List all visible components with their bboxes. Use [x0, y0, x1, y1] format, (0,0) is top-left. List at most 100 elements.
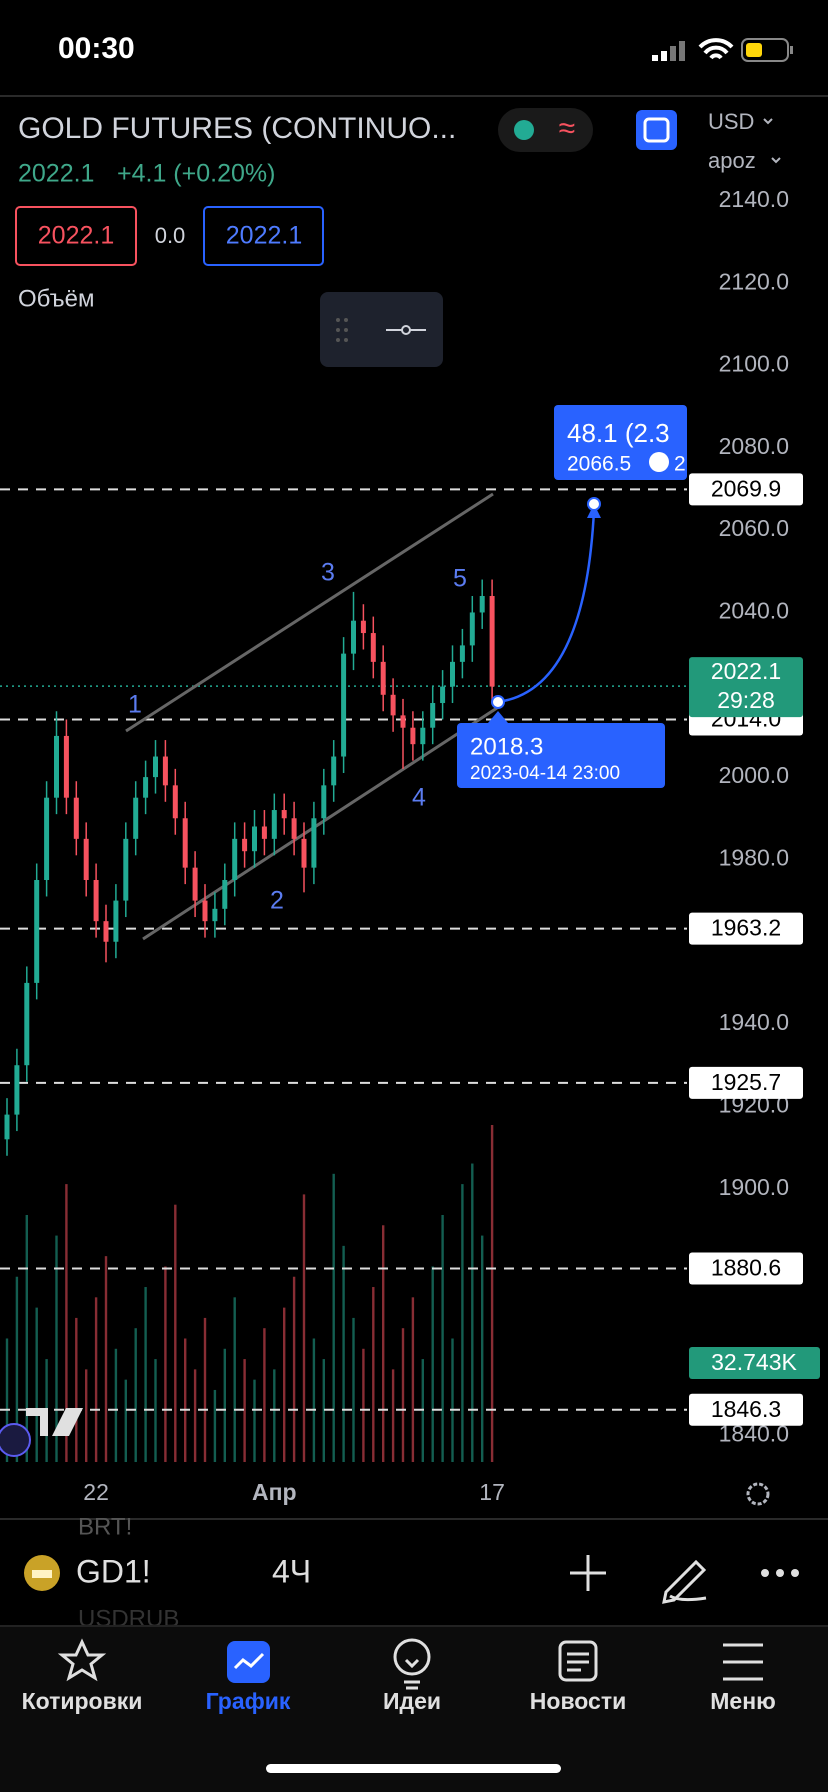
candle-body [192, 867, 198, 901]
interval[interactable]: 4Ч [272, 1553, 311, 1589]
sell-button[interactable] [15, 206, 137, 266]
anchor-point [491, 695, 505, 709]
tab-label[interactable]: Меню [710, 1688, 776, 1714]
symbol-icon[interactable] [24, 1555, 60, 1591]
draw-button[interactable] [662, 1559, 707, 1604]
fullscreen-button[interactable] [636, 110, 677, 150]
volume-bar [55, 1235, 58, 1462]
candle-body [133, 797, 139, 839]
signal-icon [652, 41, 685, 61]
y-tick-label: 2060.0 [719, 515, 789, 541]
volume-bar [134, 1328, 137, 1462]
volume-bar [85, 1369, 88, 1462]
tab-label[interactable]: Новости [530, 1688, 626, 1714]
level-label-box [689, 912, 803, 945]
buy-button[interactable] [203, 206, 324, 266]
y-tick-label: 1940.0 [719, 1009, 789, 1035]
last-price: 2022.1 [18, 160, 94, 188]
candle-body [83, 838, 89, 881]
volume-label-box [689, 1347, 820, 1379]
candle-body [291, 818, 297, 839]
scale-mode[interactable]: apoz [708, 148, 756, 173]
spread: 0.0 [155, 223, 186, 248]
candle-body [271, 810, 277, 839]
candle-body [143, 777, 149, 798]
level-label-box [689, 1393, 803, 1426]
candle-body [311, 818, 317, 868]
volume-bar [283, 1307, 286, 1462]
volume-bar [322, 1359, 325, 1462]
candle-body [331, 756, 337, 786]
volume-bar [471, 1163, 474, 1462]
volume-bar [144, 1287, 147, 1462]
candle-body [242, 838, 248, 852]
tab-label[interactable]: Котировки [22, 1688, 143, 1714]
tab-label[interactable]: Идеи [383, 1688, 441, 1714]
candle-body [479, 596, 485, 613]
volume-bar [94, 1297, 98, 1462]
volume-label: 32.743K [711, 1349, 797, 1375]
tab-label[interactable]: График [206, 1688, 291, 1714]
volume-bar [391, 1369, 395, 1462]
settings-icon [746, 1482, 770, 1506]
level-label-box [689, 1252, 803, 1285]
volume-bar [332, 1173, 335, 1462]
volume-bar [312, 1338, 316, 1462]
volume-bar [154, 1359, 157, 1462]
volume-bar [253, 1379, 256, 1462]
wave-label: 2 [270, 887, 284, 915]
market-status[interactable]: ≈ [498, 108, 593, 152]
y-tick-label: 2080.0 [719, 433, 789, 459]
candle-body [380, 661, 386, 695]
bid: 2022.1 [38, 222, 114, 250]
currency[interactable]: USD [708, 109, 754, 134]
y-tick-label: 1900.0 [719, 1174, 789, 1200]
candle-body [281, 810, 287, 819]
more-button[interactable] [761, 1569, 799, 1577]
symbol[interactable]: GD1! [76, 1553, 151, 1589]
candle-body [489, 596, 495, 687]
volume-bar [35, 1307, 38, 1462]
candle-body [232, 838, 238, 881]
wifi-icon [698, 38, 734, 60]
channel-line [125, 492, 494, 733]
candle-body [469, 612, 475, 646]
countdown-label: 29:28 [717, 687, 775, 713]
status-time: 00:30 [58, 32, 135, 65]
volume-bar [382, 1225, 385, 1462]
volume-bar [75, 1317, 78, 1462]
tooltip [457, 723, 665, 788]
y-tick-label: 2120.0 [719, 268, 789, 294]
candle-body [450, 661, 455, 687]
tooltip-price: 2018.3 [470, 733, 543, 760]
tooltip-time: 2023-04-14 23:00 [470, 763, 620, 784]
volume-bar [233, 1297, 236, 1462]
candle-body [420, 727, 426, 745]
projection-label: 48.1 (2.3 [567, 418, 670, 448]
channel-line [142, 706, 498, 941]
candle-body [103, 921, 109, 942]
volume-bar [481, 1235, 484, 1462]
candle-body [34, 880, 40, 983]
volume-bar [411, 1297, 415, 1462]
y-tick-label: 2100.0 [719, 351, 789, 377]
x-tick-label: Апр [252, 1479, 297, 1505]
candle-body [351, 620, 356, 654]
wave-label: 5 [453, 565, 467, 593]
level-label: 1846.3 [711, 1396, 781, 1422]
logo [26, 1408, 83, 1436]
candle-body [14, 1065, 20, 1115]
projection-curve [497, 509, 596, 704]
tab-icon [233, 1652, 265, 1670]
volume-bar [362, 1348, 365, 1462]
tab-icon [558, 1640, 598, 1682]
current-price-box [689, 657, 803, 718]
drawing-toolbar[interactable] [320, 292, 443, 367]
wave-label: 1 [128, 691, 142, 719]
volume-bar [342, 1245, 345, 1462]
add-button[interactable] [570, 1555, 606, 1591]
candle-body [63, 735, 69, 798]
symbol-title[interactable]: GOLD FUTURES (CONTINUO... [18, 112, 456, 145]
indicator-name[interactable]: Объём [18, 285, 94, 312]
